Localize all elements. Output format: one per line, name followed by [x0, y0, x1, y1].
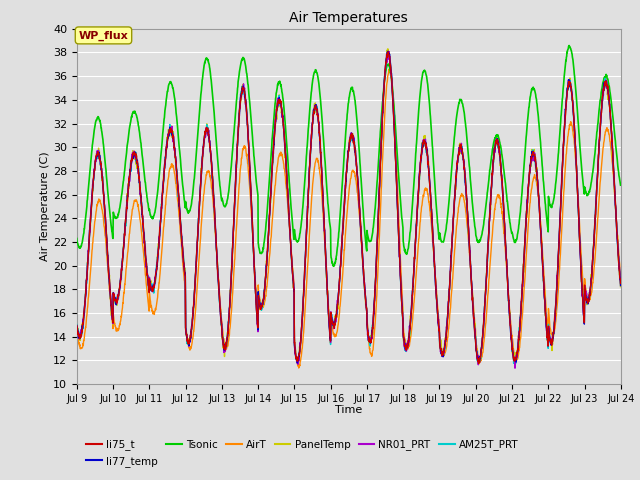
li77_temp: [73, 323, 81, 328]
AM25T_PRT: [602, 75, 609, 81]
li75_t: [502, 240, 509, 246]
AM25T_PRT: [617, 280, 625, 286]
AM25T_PRT: [337, 254, 345, 260]
AM25T_PRT: [73, 322, 81, 327]
NR01_PRT: [501, 237, 509, 242]
AirT: [73, 326, 81, 332]
NR01_PRT: [337, 249, 345, 254]
AirT: [617, 272, 625, 277]
X-axis label: Time: Time: [335, 405, 362, 415]
AM25T_PRT: [323, 275, 331, 281]
li77_temp: [601, 80, 609, 85]
AM25T_PRT: [100, 205, 108, 211]
li77_temp: [338, 251, 346, 257]
li75_t: [475, 360, 483, 366]
Tsonic: [602, 74, 609, 80]
Tsonic: [338, 193, 346, 199]
li77_temp: [100, 202, 108, 208]
PanelTemp: [384, 46, 392, 52]
AM25T_PRT: [512, 361, 520, 367]
AM25T_PRT: [501, 236, 509, 241]
li77_temp: [294, 360, 301, 366]
PanelTemp: [502, 240, 509, 246]
li75_t: [617, 280, 625, 286]
Tsonic: [73, 236, 81, 241]
Line: PanelTemp: PanelTemp: [77, 49, 621, 364]
li77_temp: [617, 283, 625, 288]
NR01_PRT: [385, 48, 392, 54]
AirT: [295, 365, 303, 371]
PanelTemp: [73, 324, 81, 329]
NR01_PRT: [617, 276, 625, 282]
li77_temp: [502, 240, 509, 246]
AirT: [323, 279, 331, 285]
AM25T_PRT: [383, 50, 391, 56]
NR01_PRT: [511, 365, 519, 371]
PanelTemp: [617, 284, 625, 289]
Line: AirT: AirT: [77, 69, 621, 368]
Text: WP_flux: WP_flux: [79, 30, 129, 40]
li75_t: [385, 49, 392, 55]
Legend: li75_t, li77_temp, Tsonic, AirT, PanelTemp, NR01_PRT, AM25T_PRT: li75_t, li77_temp, Tsonic, AirT, PanelTe…: [82, 435, 522, 471]
NR01_PRT: [601, 83, 609, 89]
li77_temp: [323, 280, 331, 286]
PanelTemp: [100, 210, 108, 216]
Tsonic: [501, 179, 509, 185]
AirT: [602, 129, 609, 134]
li75_t: [602, 83, 609, 89]
li75_t: [601, 81, 609, 86]
Line: li77_temp: li77_temp: [77, 51, 621, 363]
li75_t: [73, 323, 81, 328]
Line: NR01_PRT: NR01_PRT: [77, 51, 621, 368]
li75_t: [323, 275, 331, 281]
li75_t: [337, 254, 345, 260]
li75_t: [100, 205, 108, 211]
Line: Tsonic: Tsonic: [77, 46, 621, 266]
Tsonic: [323, 185, 331, 191]
PanelTemp: [323, 277, 331, 283]
Title: Air Temperatures: Air Temperatures: [289, 11, 408, 25]
Y-axis label: Air Temperature (C): Air Temperature (C): [40, 152, 50, 261]
NR01_PRT: [73, 324, 81, 330]
li77_temp: [384, 48, 392, 54]
PanelTemp: [475, 361, 483, 367]
PanelTemp: [602, 78, 609, 84]
AirT: [100, 225, 108, 231]
li77_temp: [602, 82, 609, 87]
Tsonic: [100, 153, 108, 159]
AirT: [601, 132, 609, 138]
Line: AM25T_PRT: AM25T_PRT: [77, 53, 621, 364]
PanelTemp: [337, 247, 345, 253]
Tsonic: [330, 264, 337, 269]
AirT: [502, 249, 509, 254]
Line: li75_t: li75_t: [77, 52, 621, 363]
AirT: [385, 66, 393, 72]
AM25T_PRT: [601, 75, 609, 81]
PanelTemp: [601, 78, 609, 84]
NR01_PRT: [100, 206, 108, 212]
Tsonic: [601, 75, 609, 81]
Tsonic: [565, 43, 573, 48]
NR01_PRT: [602, 79, 609, 84]
Tsonic: [617, 182, 625, 188]
NR01_PRT: [323, 276, 331, 282]
AirT: [338, 288, 346, 293]
